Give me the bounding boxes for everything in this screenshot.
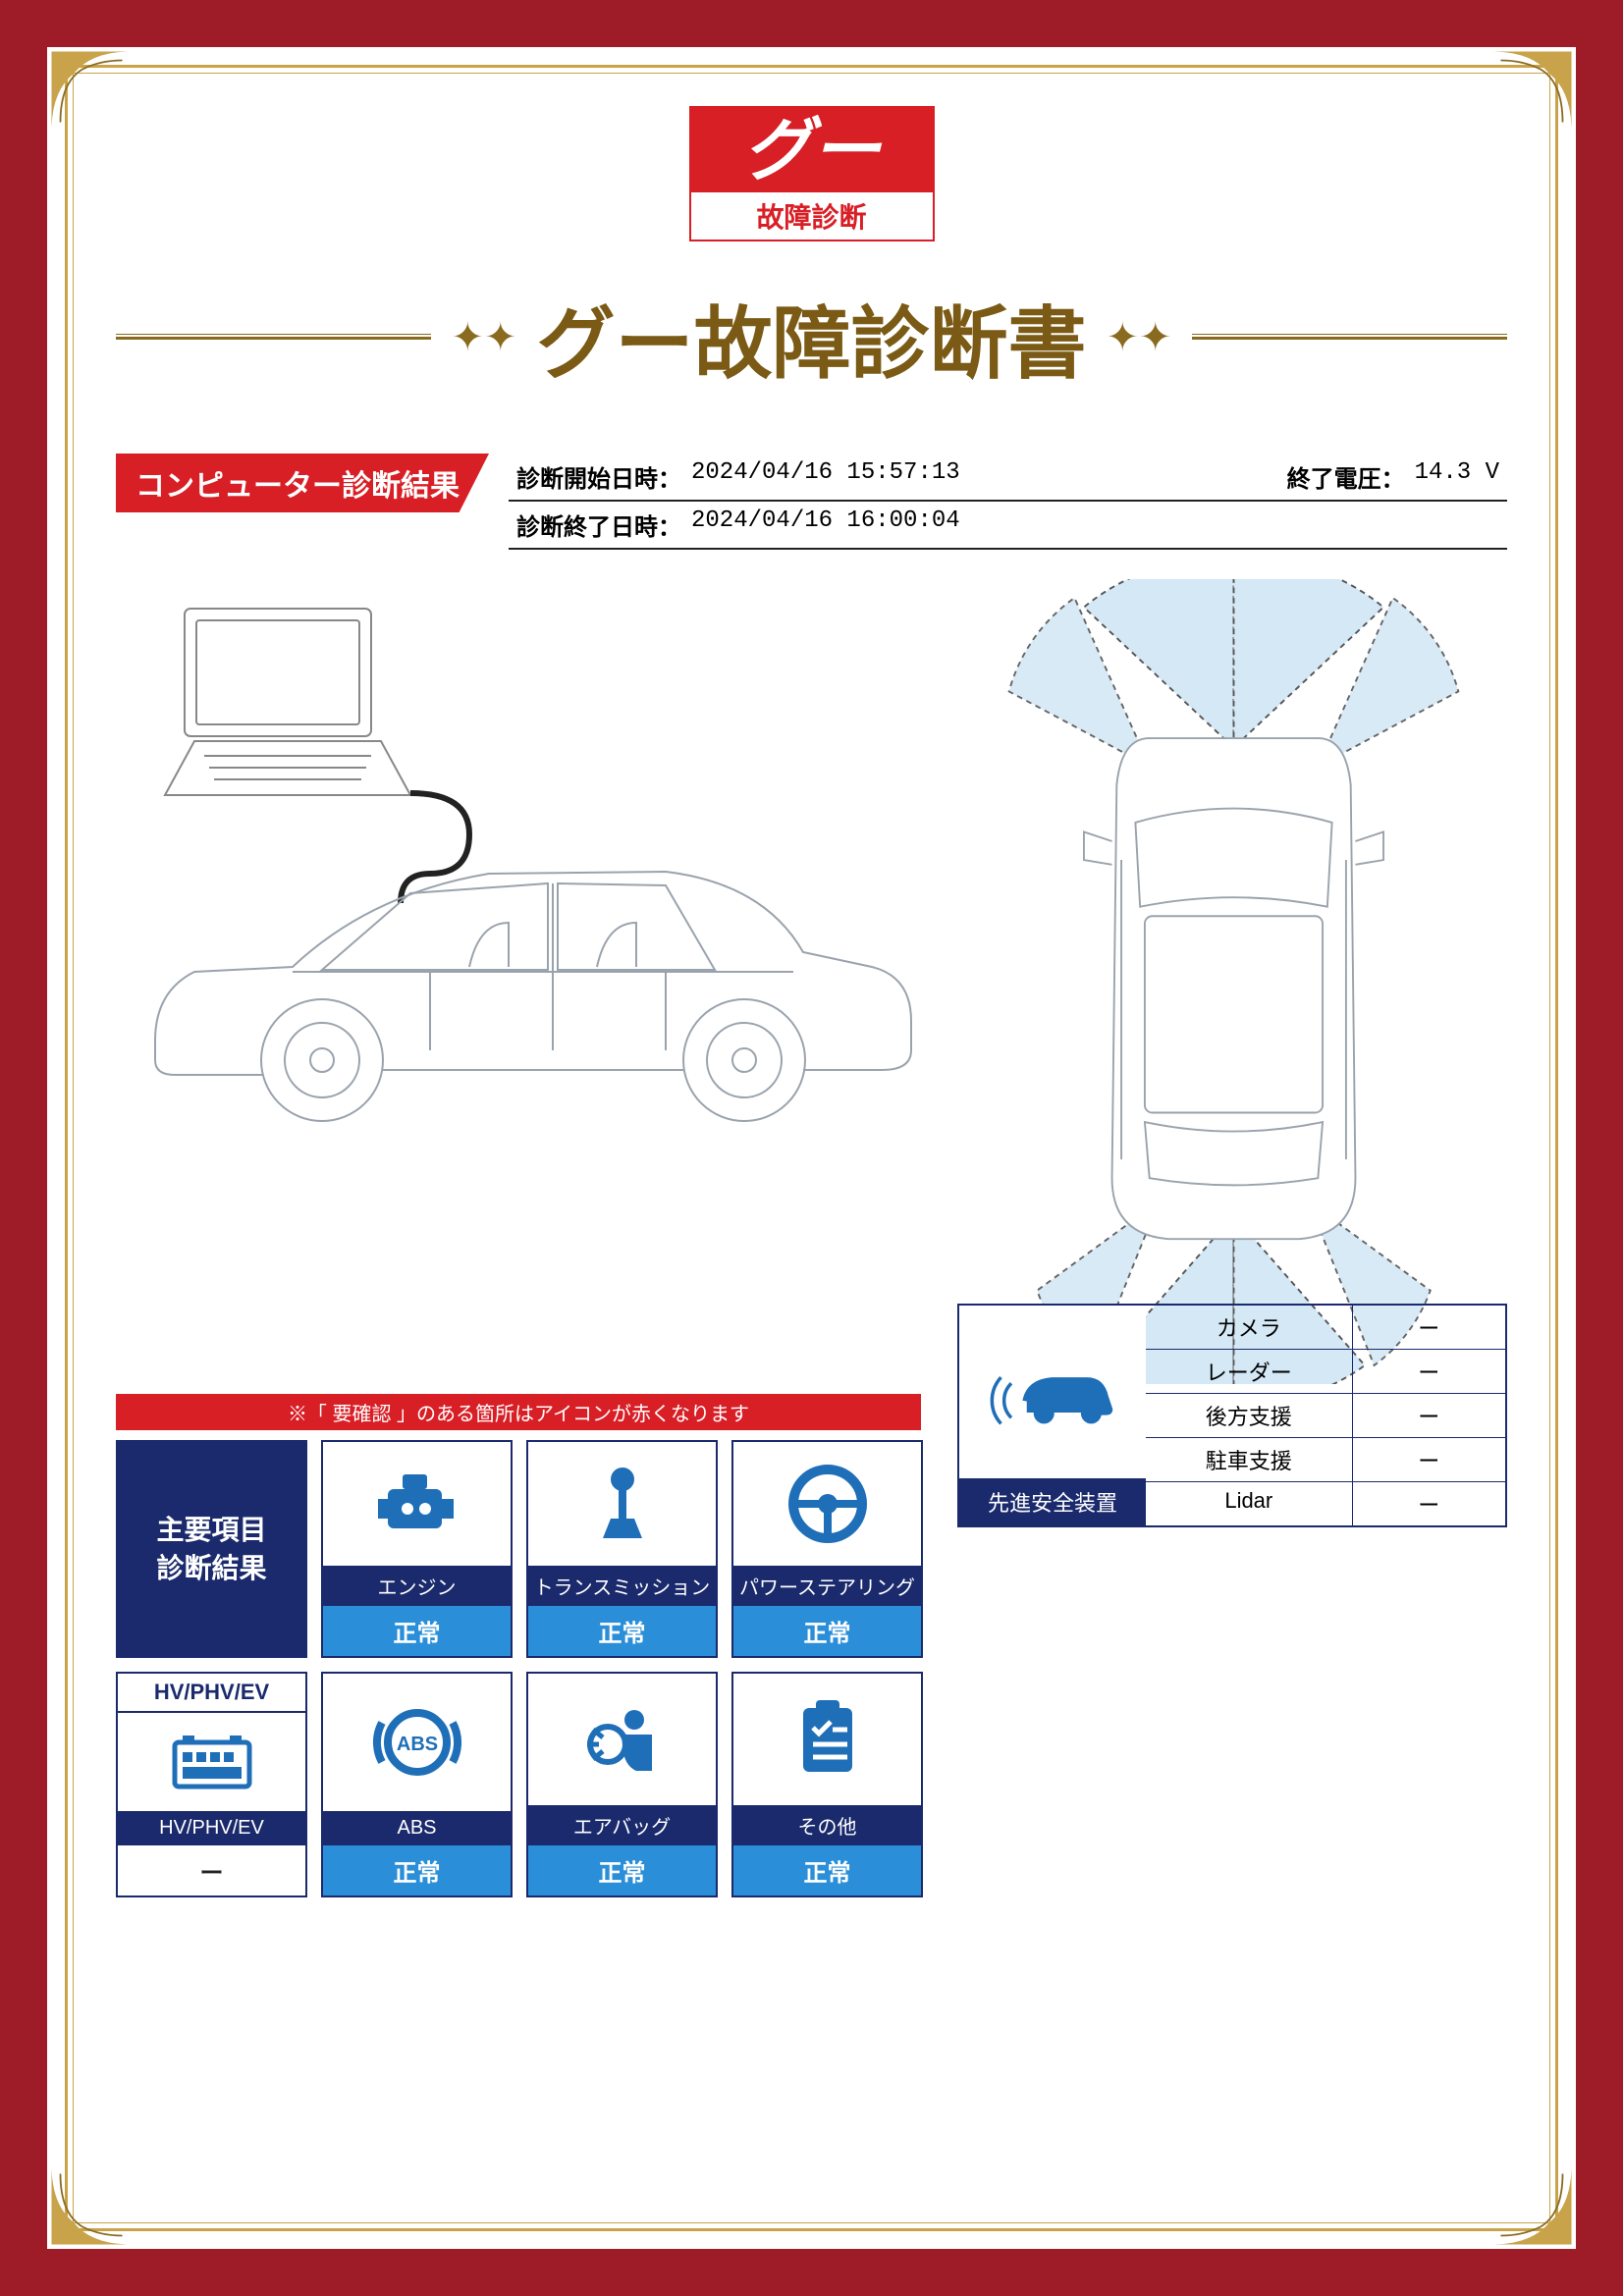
cell-engine-status: 正常 — [323, 1606, 511, 1656]
battery-icon — [118, 1713, 305, 1811]
cell-airbag-status: 正常 — [528, 1845, 716, 1896]
title-rule-right — [1192, 337, 1507, 340]
engine-icon — [323, 1442, 511, 1566]
safety-row: レーダーー — [1146, 1350, 1505, 1394]
safety-val: ー — [1353, 1482, 1505, 1525]
safety-row: 駐車支援ー — [1146, 1438, 1505, 1482]
meta-end-label: 診断終了日時： — [516, 507, 681, 542]
meta-line-2: 診断終了日時： 2024/04/16 16:00:04 — [509, 502, 1507, 550]
safety-row: カメラー — [1146, 1306, 1505, 1350]
title-rule-left — [116, 337, 431, 340]
flourish-left-icon: ✦✦ — [451, 315, 516, 360]
cell-airbag-name: エアバッグ — [528, 1805, 716, 1845]
safety-equipment-table: 先進安全装置 カメラー レーダーー 後方支援ー 駐車支援ー Lidarー — [957, 1304, 1507, 1527]
cell-other: その他 正常 — [731, 1672, 923, 1897]
flourish-right-icon: ✦✦ — [1107, 315, 1172, 360]
cell-transmission-status: 正常 — [528, 1606, 716, 1656]
brand-logo-script: グー — [691, 108, 933, 192]
safety-key: 後方支援 — [1146, 1394, 1353, 1437]
brand-logo: グー 故障診断 — [689, 106, 935, 241]
cell-hv-toplabel: HV/PHV/EV — [118, 1674, 305, 1713]
outer-frame: グー 故障診断 ✦✦ グー故障診断書 ✦✦ コンピューター診断結果 診断開始日時… — [0, 0, 1623, 2296]
diagram-area — [116, 579, 1507, 1384]
safety-car-icon — [959, 1306, 1146, 1478]
cell-hv-name: HV/PHV/EV — [118, 1811, 305, 1845]
steering-icon — [733, 1442, 921, 1566]
meta-volt-value: 14.3 V — [1415, 459, 1499, 494]
title-row: ✦✦ グー故障診断書 ✦✦ — [116, 281, 1507, 395]
airbag-icon — [528, 1674, 716, 1805]
car-side-diagram — [116, 579, 921, 1129]
safety-val: ー — [1353, 1438, 1505, 1481]
safety-val: ー — [1353, 1350, 1505, 1393]
meta-volt-label: 終了電圧： — [1287, 459, 1405, 494]
page-title: グー故障診断書 — [537, 281, 1087, 395]
meta-box: 診断開始日時： 2024/04/16 15:57:13 終了電圧： 14.3 V… — [509, 454, 1507, 550]
safety-key: カメラ — [1146, 1306, 1353, 1349]
diagnostic-grid: 主要項目 診断結果 エンジン 正常 トランスミッション 正常 パワーステアリング… — [116, 1440, 921, 1897]
cell-steering: パワーステアリング 正常 — [731, 1440, 923, 1658]
brand-logo-sub: 故障診断 — [691, 192, 933, 240]
diagnostic-note-bar: ※「 要確認 」のある箇所はアイコンが赤くなります — [116, 1394, 921, 1430]
safety-val: ー — [1353, 1394, 1505, 1437]
safety-label: 先進安全装置 — [959, 1478, 1146, 1525]
safety-row: Lidarー — [1146, 1482, 1505, 1525]
meta-start-label: 診断開始日時： — [516, 459, 681, 494]
meta-line-1: 診断開始日時： 2024/04/16 15:57:13 終了電圧： 14.3 V — [509, 454, 1507, 502]
diagnostic-header-cell: 主要項目 診断結果 — [116, 1440, 307, 1658]
cell-transmission: トランスミッション 正常 — [526, 1440, 718, 1658]
diagnostic-header-text: 主要項目 診断結果 — [156, 1511, 266, 1587]
meta-end-value: 2024/04/16 16:00:04 — [691, 507, 960, 542]
cell-abs: ABS ABS 正常 — [321, 1672, 513, 1897]
safety-key: Lidar — [1146, 1482, 1353, 1525]
cell-abs-status: 正常 — [323, 1845, 511, 1896]
cell-airbag: エアバッグ 正常 — [526, 1672, 718, 1897]
inner-page: グー 故障診断 ✦✦ グー故障診断書 ✦✦ コンピューター診断結果 診断開始日時… — [47, 47, 1576, 2249]
content: グー 故障診断 ✦✦ グー故障診断書 ✦✦ コンピューター診断結果 診断開始日時… — [116, 106, 1507, 2190]
cell-other-status: 正常 — [733, 1845, 921, 1896]
clipboard-icon — [733, 1674, 921, 1805]
svg-text:ABS: ABS — [396, 1734, 437, 1755]
safety-left-panel: 先進安全装置 — [959, 1306, 1146, 1525]
safety-val: ー — [1353, 1306, 1505, 1349]
cell-transmission-name: トランスミッション — [528, 1566, 716, 1606]
safety-rows: カメラー レーダーー 後方支援ー 駐車支援ー Lidarー — [1146, 1306, 1505, 1525]
safety-key: 駐車支援 — [1146, 1438, 1353, 1481]
cell-hv-status: ー — [118, 1845, 305, 1896]
cell-abs-name: ABS — [323, 1811, 511, 1845]
safety-row: 後方支援ー — [1146, 1394, 1505, 1438]
cell-steering-name: パワーステアリング — [733, 1566, 921, 1606]
cell-other-name: その他 — [733, 1805, 921, 1845]
cell-steering-status: 正常 — [733, 1606, 921, 1656]
abs-icon: ABS — [323, 1674, 511, 1811]
transmission-icon — [528, 1442, 716, 1566]
cell-engine-name: エンジン — [323, 1566, 511, 1606]
cell-engine: エンジン 正常 — [321, 1440, 513, 1658]
safety-key: レーダー — [1146, 1350, 1353, 1393]
section-header-row: コンピューター診断結果 診断開始日時： 2024/04/16 15:57:13 … — [116, 454, 1507, 550]
cell-hv: HV/PHV/EV HV/PHV/EV ー — [116, 1672, 307, 1897]
meta-start-value: 2024/04/16 15:57:13 — [691, 459, 960, 494]
section-banner: コンピューター診断結果 — [116, 454, 489, 512]
car-top-sensor-diagram — [960, 579, 1507, 1384]
